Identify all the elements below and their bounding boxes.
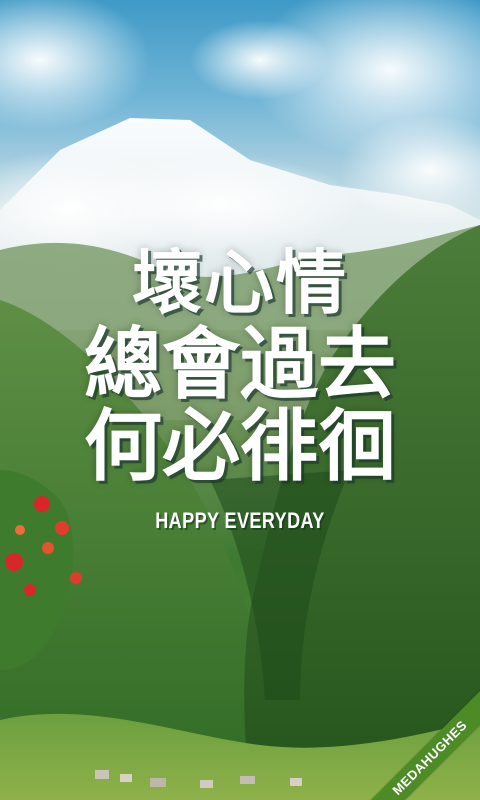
red-flower — [15, 525, 25, 535]
red-flower — [55, 521, 69, 535]
village-house — [240, 776, 255, 784]
quote-line-1: 壞心情 — [132, 242, 348, 324]
cloud — [0, 0, 150, 130]
red-flower — [24, 584, 36, 596]
right-forest-slope — [244, 225, 480, 800]
cloud — [190, 20, 330, 100]
quote-line-2: 總會過去 — [83, 320, 396, 410]
left-forest-slope — [0, 300, 270, 800]
village-house — [120, 774, 132, 782]
flowering-shrub — [0, 470, 74, 670]
cloud — [80, 155, 360, 255]
quote-line-3: 何必徘徊 — [83, 402, 396, 492]
village-house — [150, 778, 166, 787]
subtitle-text: HAPPY EVERYDAY — [155, 508, 325, 533]
valley-shadow — [210, 470, 350, 700]
red-flower — [42, 542, 54, 554]
red-flower — [70, 572, 82, 584]
cloud — [340, 115, 480, 225]
village-house — [200, 780, 213, 788]
red-flower — [5, 553, 23, 571]
quote-block: 壞心情 總會過去 何必徘徊 — [0, 248, 480, 486]
red-flower — [34, 496, 50, 512]
village-house — [290, 778, 302, 786]
village-house — [95, 770, 109, 779]
